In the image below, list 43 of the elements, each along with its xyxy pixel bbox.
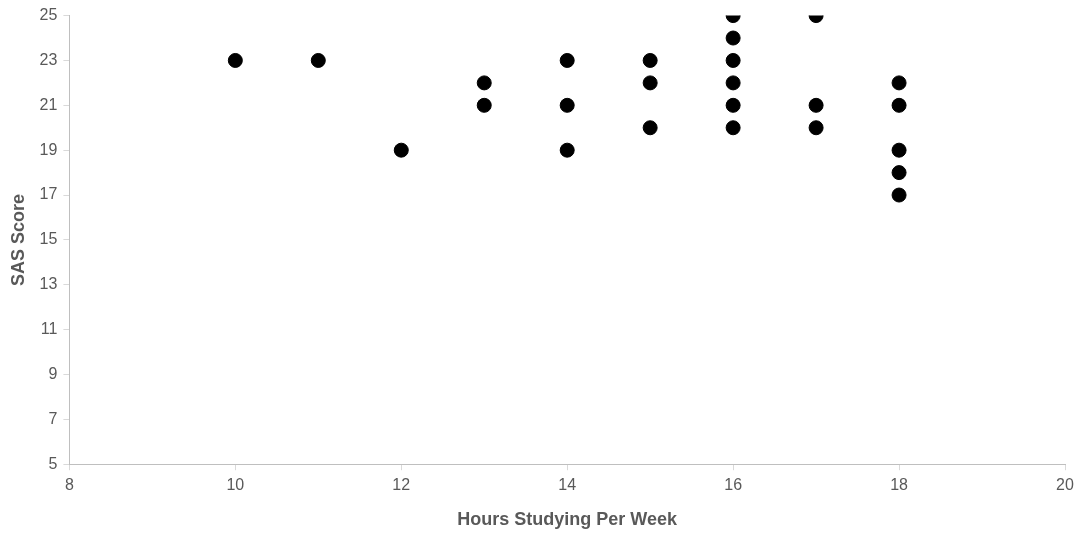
y-tick-label: 7 xyxy=(48,409,58,427)
y-tick-label: 25 xyxy=(39,6,58,24)
point xyxy=(476,75,492,91)
point xyxy=(891,97,907,113)
x-tick-label: 12 xyxy=(392,476,411,494)
point xyxy=(808,97,824,113)
y-axis-title: SAS Score xyxy=(7,193,28,286)
point xyxy=(891,75,907,91)
y-tick-label: 17 xyxy=(39,185,58,203)
y-tick-label: 11 xyxy=(40,320,58,338)
point xyxy=(393,142,409,158)
y-tick-label: 9 xyxy=(48,364,58,382)
point xyxy=(559,52,575,68)
point xyxy=(642,75,658,91)
y-tick-label: 5 xyxy=(48,454,58,472)
y-tick-label: 15 xyxy=(39,230,58,248)
point xyxy=(642,120,658,136)
x-tick-label: 8 xyxy=(64,476,74,494)
y-tick-label: 13 xyxy=(39,275,58,293)
point xyxy=(725,75,741,91)
y-tick-label: 19 xyxy=(39,140,58,158)
x-tick-label: 18 xyxy=(890,476,909,494)
point xyxy=(808,120,824,136)
point xyxy=(891,142,907,158)
y-tick-label: 21 xyxy=(39,95,58,113)
x-tick-label: 14 xyxy=(558,476,577,494)
point xyxy=(725,97,741,113)
x-tick-label: 16 xyxy=(724,476,743,494)
point xyxy=(227,52,243,68)
y-tick-label: 23 xyxy=(39,50,58,68)
point xyxy=(310,52,326,68)
point xyxy=(559,142,575,158)
point xyxy=(725,120,741,136)
point xyxy=(891,165,907,181)
point xyxy=(725,30,741,46)
point xyxy=(725,52,741,68)
point xyxy=(891,187,907,203)
point xyxy=(476,97,492,113)
x-tick-label: 20 xyxy=(1056,476,1074,494)
point xyxy=(642,52,658,68)
x-tick-label: 10 xyxy=(226,476,245,494)
x-axis-title: Hours Studying Per Week xyxy=(457,509,679,530)
point xyxy=(559,97,575,113)
